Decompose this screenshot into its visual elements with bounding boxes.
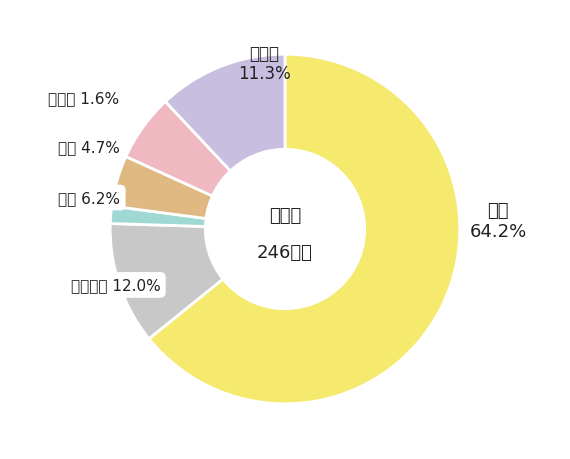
Text: 246億円: 246億円 xyxy=(257,243,313,261)
Wedge shape xyxy=(110,224,285,339)
Text: 米国
64.2%: 米国 64.2% xyxy=(470,202,527,240)
Wedge shape xyxy=(149,55,460,404)
Wedge shape xyxy=(111,207,285,230)
Wedge shape xyxy=(112,157,285,230)
Text: 輸出額: 輸出額 xyxy=(269,207,301,224)
Text: カナダ 1.6%: カナダ 1.6% xyxy=(48,91,120,106)
Text: その他
11.3%: その他 11.3% xyxy=(238,45,290,83)
Circle shape xyxy=(205,149,365,310)
Text: 中国 4.7%: 中国 4.7% xyxy=(58,140,120,155)
Text: ベトナム 12.0%: ベトナム 12.0% xyxy=(71,278,160,293)
Wedge shape xyxy=(165,55,285,230)
Text: 香港 6.2%: 香港 6.2% xyxy=(58,190,120,206)
Wedge shape xyxy=(126,102,285,230)
